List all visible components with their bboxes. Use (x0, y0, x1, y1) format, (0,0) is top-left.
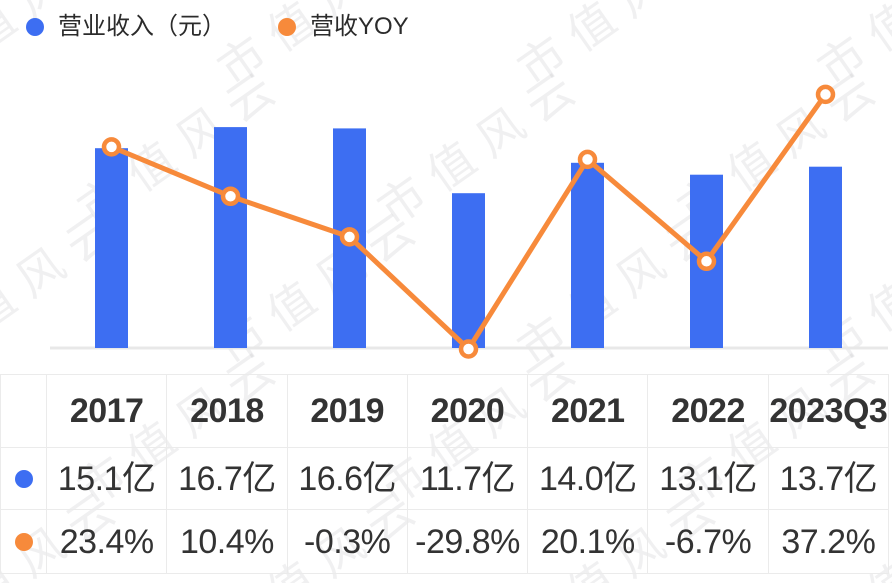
marker-2021 (577, 149, 598, 170)
marker-2022 (696, 251, 717, 272)
table-cell-2019-s0: 16.6亿 (286, 448, 407, 509)
table-header-2022: 2022 (647, 375, 767, 447)
table-header-2021: 2021 (527, 375, 647, 447)
legend-dot-revenue-icon (26, 18, 44, 36)
chart-legend: 营业收入（元） 营收YOY (26, 15, 409, 39)
legend-item-yoy[interactable]: 营收YOY (278, 15, 409, 39)
table-header-row: 2017 2018 2019 2020 2021 2022 2023Q3 (1, 375, 888, 447)
table-cell-2018-s0: 16.7亿 (166, 448, 286, 509)
table-header-2020: 2020 (406, 375, 527, 447)
table-row-revenue: 15.1亿 16.7亿 16.6亿 11.7亿 14.0亿 13.1亿 13.7亿 (1, 447, 888, 509)
marker-2018 (220, 186, 241, 207)
marker-2023Q3 (815, 84, 836, 105)
bar-2020 (452, 193, 485, 348)
table-series-icon-cell (1, 448, 46, 509)
table-cell-2023Q3-s1: 37.2% (767, 510, 888, 573)
table-header-2017: 2017 (46, 375, 166, 447)
bar-2017 (95, 148, 128, 348)
table-cell-2020-s0: 11.7亿 (406, 448, 527, 509)
table-cell-2022-s1: -6.7% (647, 510, 767, 573)
table-cell-2022-s0: 13.1亿 (647, 448, 767, 509)
table-header-2023Q3: 2023Q3 (767, 375, 888, 447)
table-cell-2019-s1: -0.3% (286, 510, 407, 573)
table-header-2019: 2019 (286, 375, 407, 447)
table-cell-2018-s1: 10.4% (166, 510, 286, 573)
yoy-series-dot-icon (14, 532, 33, 551)
marker-2019 (339, 227, 360, 247)
legend-label-yoy: 营收YOY (310, 13, 409, 40)
legend-item-revenue[interactable]: 营业收入（元） (26, 15, 226, 39)
table-cell-2020-s1: -29.8% (406, 510, 527, 573)
table-cell-2023Q3-s0: 13.7亿 (767, 448, 888, 509)
table-cell-2017-s1: 23.4% (46, 510, 166, 573)
bar-2021 (571, 162, 604, 348)
bar-line-chart (50, 84, 888, 359)
table-series-icon-cell (1, 510, 46, 573)
bar-2023Q3 (809, 166, 842, 348)
legend-dot-yoy-icon (278, 18, 296, 36)
marker-2020 (458, 339, 479, 359)
table-cell-2021-s1: 20.1% (527, 510, 647, 573)
data-table: 2017 2018 2019 2020 2021 2022 2023Q3 15.1亿 16.7亿… (0, 374, 889, 574)
legend-label-revenue: 营业收入（元） (58, 13, 226, 40)
marker-2017 (101, 137, 122, 157)
table-cell-2021-s0: 14.0亿 (527, 448, 647, 509)
bar-2018 (214, 127, 247, 348)
table-header-2018: 2018 (166, 375, 286, 447)
table-row-yoy: 23.4% 10.4% -0.3% -29.8% 20.1% -6.7% 37.2% (1, 509, 888, 573)
table-cell-2017-s0: 15.1亿 (46, 448, 166, 509)
revenue-series-dot-icon (14, 469, 33, 488)
table-corner-cell (1, 375, 46, 447)
